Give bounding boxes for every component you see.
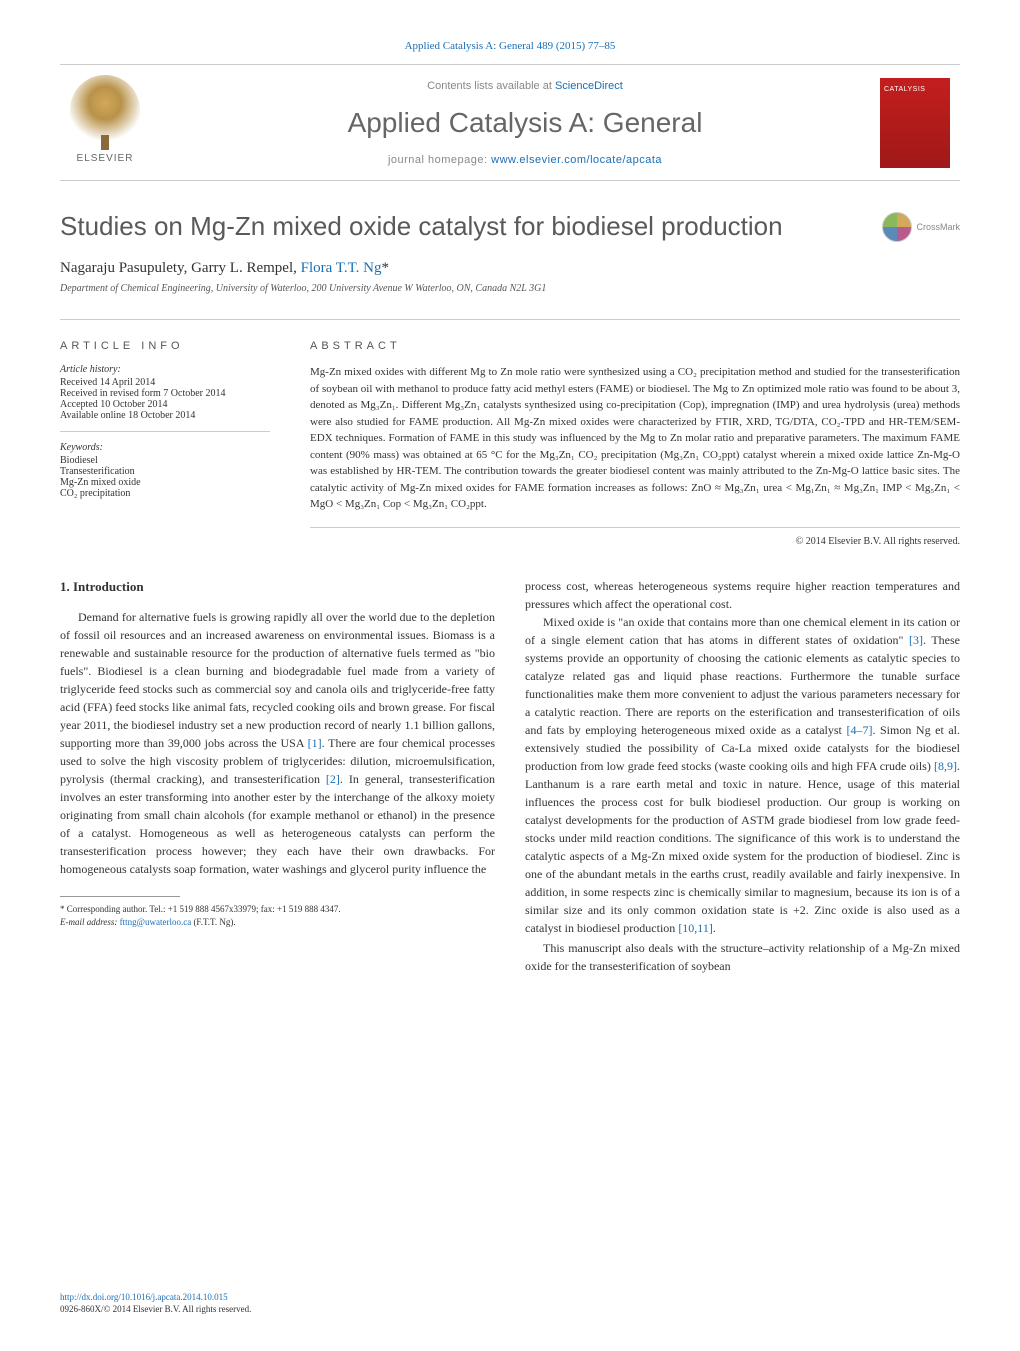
elsevier-logo[interactable]: ELSEVIER xyxy=(60,75,150,170)
doi-link[interactable]: http://dx.doi.org/10.1016/j.apcata.2014.… xyxy=(60,1292,228,1302)
history-head: Article history: xyxy=(60,364,270,375)
homepage-line: journal homepage: www.elsevier.com/locat… xyxy=(170,154,880,166)
ref-link[interactable]: [4–7] xyxy=(846,723,872,737)
sciencedirect-link[interactable]: ScienceDirect xyxy=(555,80,623,92)
footnote-corr: Corresponding author. Tel.: +1 519 888 4… xyxy=(65,904,341,914)
contents-available: Contents lists available at ScienceDirec… xyxy=(170,80,880,92)
section-number: 1. xyxy=(60,579,70,594)
ref-link[interactable]: [2] xyxy=(326,772,340,786)
article-info-column: article info Article history: Received 1… xyxy=(60,340,270,547)
info-abstract-row: article info Article history: Received 1… xyxy=(60,319,960,547)
journal-name: Applied Catalysis A: General xyxy=(170,107,880,139)
paragraph: Mixed oxide is "an oxide that contains m… xyxy=(525,613,960,937)
paragraph: process cost, whereas heterogeneous syst… xyxy=(525,577,960,613)
text-run: Demand for alternative fuels is growing … xyxy=(60,610,495,750)
elsevier-tree-icon xyxy=(70,75,140,145)
ref-link[interactable]: [8,9] xyxy=(934,759,957,773)
keywords-block: Keywords: Biodiesel Transesterification … xyxy=(60,442,270,499)
ref-link[interactable]: [1] xyxy=(308,736,322,750)
text-run: . xyxy=(713,921,716,935)
email-suffix: (F.T.T. Ng). xyxy=(191,917,235,927)
header-citation: Applied Catalysis A: General 489 (2015) … xyxy=(60,40,960,52)
crossmark-icon xyxy=(882,212,912,242)
keyword-item: Biodiesel xyxy=(60,455,270,466)
keyword-item: Mg-Zn mixed oxide xyxy=(60,477,270,488)
publisher-name: ELSEVIER xyxy=(77,153,134,164)
doi-block: http://dx.doi.org/10.1016/j.apcata.2014.… xyxy=(60,1291,251,1316)
article-info-label: article info xyxy=(60,340,270,352)
ref-link[interactable]: [10,11] xyxy=(678,921,713,935)
history-revised: Received in revised form 7 October 2014 xyxy=(60,388,270,399)
contents-text: Contents lists available at xyxy=(427,80,555,92)
section-title: Introduction xyxy=(73,579,144,594)
left-column: 1. Introduction Demand for alternative f… xyxy=(60,577,495,977)
title-row: Studies on Mg-Zn mixed oxide catalyst fo… xyxy=(60,211,960,242)
footnote-block: * Corresponding author. Tel.: +1 519 888… xyxy=(60,903,495,928)
journal-banner: ELSEVIER Contents lists available at Sci… xyxy=(60,64,960,181)
history-online: Available online 18 October 2014 xyxy=(60,410,270,421)
ref-link[interactable]: [3] xyxy=(909,633,923,647)
corresponding-author-link[interactable]: Flora T.T. Ng xyxy=(301,260,382,276)
keywords-head: Keywords: xyxy=(60,442,270,453)
footnote-separator xyxy=(60,896,180,897)
keyword-item: CO₂ precipitation xyxy=(60,488,270,499)
citation-link[interactable]: Applied Catalysis A: General 489 (2015) … xyxy=(405,40,616,52)
homepage-url[interactable]: www.elsevier.com/locate/apcata xyxy=(491,154,662,166)
crossmark-label: CrossMark xyxy=(916,222,960,232)
cover-thumbnail-block xyxy=(880,78,960,168)
authors-plain: Nagaraju Pasupulety, Garry L. Rempel, xyxy=(60,260,301,276)
text-run: . Lanthanum is a rare earth metal and to… xyxy=(525,759,960,935)
publisher-logo-block: ELSEVIER xyxy=(60,75,170,170)
body-columns: 1. Introduction Demand for alternative f… xyxy=(60,577,960,977)
history-received: Received 14 April 2014 xyxy=(60,377,270,388)
issn-copyright: 0926-860X/© 2014 Elsevier B.V. All right… xyxy=(60,1304,251,1314)
abstract-label: abstract xyxy=(310,340,960,352)
email-label: E-mail address: xyxy=(60,917,120,927)
email-link[interactable]: fttng@uwaterloo.ca xyxy=(120,917,192,927)
text-run: . These systems provide an opportunity o… xyxy=(525,633,960,737)
text-run: . In general, transesterification involv… xyxy=(60,772,495,876)
history-block: Article history: Received 14 April 2014 … xyxy=(60,364,270,432)
keyword-item: Transesterification xyxy=(60,466,270,477)
paragraph: This manuscript also deals with the stru… xyxy=(525,939,960,975)
abstract-copyright: © 2014 Elsevier B.V. All rights reserved… xyxy=(310,536,960,547)
text-run: Mixed oxide is "an oxide that contains m… xyxy=(525,615,960,647)
article-title: Studies on Mg-Zn mixed oxide catalyst fo… xyxy=(60,211,783,242)
asterisk-marker: * xyxy=(381,260,389,276)
banner-center: Contents lists available at ScienceDirec… xyxy=(170,80,880,166)
history-accepted: Accepted 10 October 2014 xyxy=(60,399,270,410)
crossmark-badge[interactable]: CrossMark xyxy=(882,212,960,242)
abstract-column: abstract Mg-Zn mixed oxides with differe… xyxy=(310,340,960,547)
section-heading: 1. Introduction xyxy=(60,577,495,597)
author-list: Nagaraju Pasupulety, Garry L. Rempel, Fl… xyxy=(60,260,960,277)
right-column: process cost, whereas heterogeneous syst… xyxy=(525,577,960,977)
paragraph: Demand for alternative fuels is growing … xyxy=(60,608,495,878)
affiliation: Department of Chemical Engineering, Univ… xyxy=(60,283,960,294)
abstract-text: Mg-Zn mixed oxides with different Mg to … xyxy=(310,364,960,528)
journal-cover-thumbnail[interactable] xyxy=(880,78,950,168)
homepage-label: journal homepage: xyxy=(388,154,491,166)
